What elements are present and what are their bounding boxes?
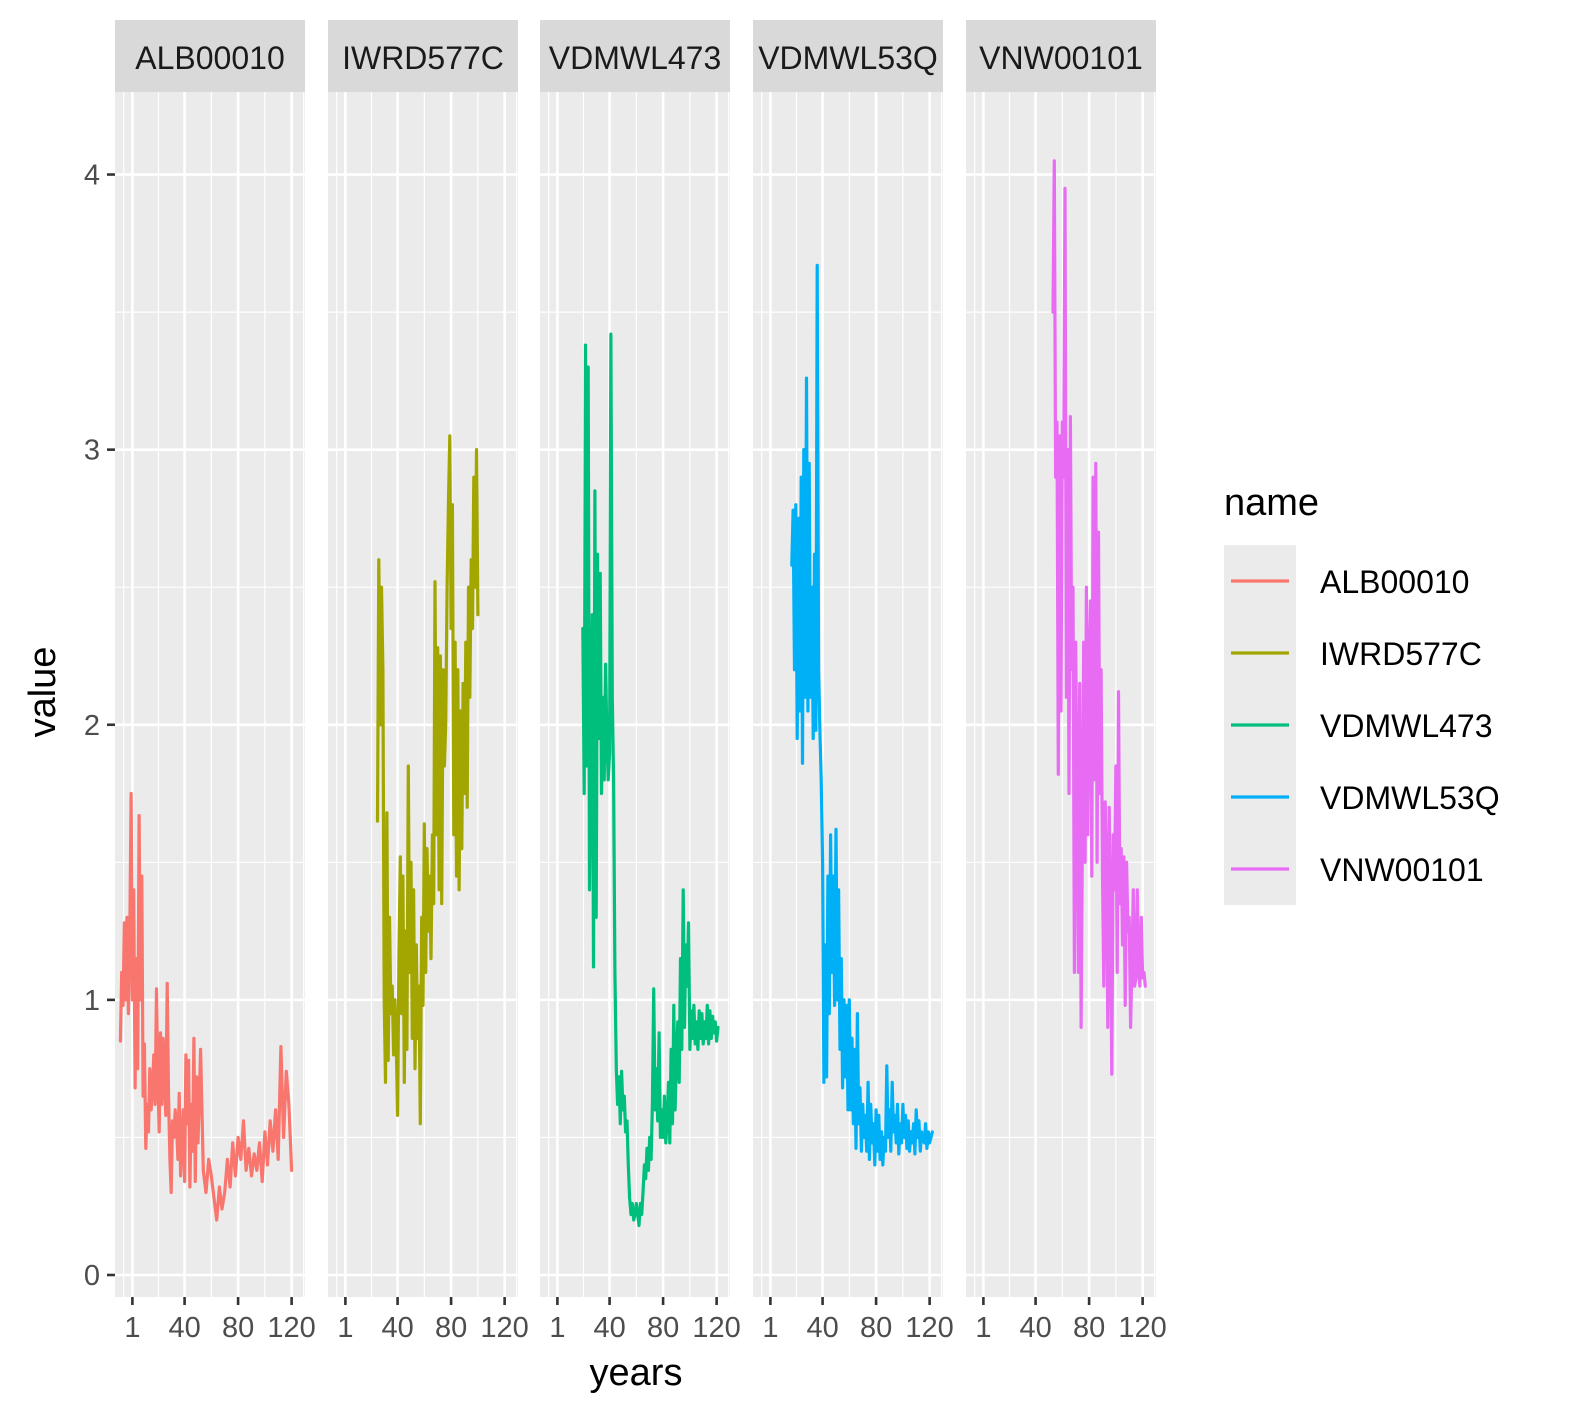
legend-item: ALB00010	[1224, 545, 1469, 617]
x-tick-label: 1	[549, 1312, 565, 1344]
legend: name ALB00010 IWRD577C VDMWL473 VDMWL53Q VNW0…	[1224, 482, 1500, 905]
legend-item: VDMWL53Q	[1224, 761, 1500, 833]
facet-strip-label: VDMWL53Q	[758, 40, 938, 76]
y-tick-label: 4	[84, 160, 100, 192]
legend-title: name	[1224, 482, 1319, 524]
y-tick-label: 3	[84, 435, 100, 467]
y-tick-label: 0	[84, 1260, 100, 1292]
x-tick-label: 120	[480, 1312, 528, 1344]
x-tick-label: 80	[860, 1312, 892, 1344]
facet-panel: ALB00010 1 40 80 120	[115, 20, 316, 1344]
legend-label: VDMWL473	[1320, 708, 1493, 744]
x-tick-label: 80	[1073, 1312, 1105, 1344]
legend-label: VNW00101	[1320, 852, 1484, 888]
y-axis: 0 1 2 3 4	[84, 160, 115, 1292]
x-tick-label: 1	[762, 1312, 778, 1344]
x-tick-label: 40	[381, 1312, 413, 1344]
facet-strip	[540, 20, 730, 92]
x-tick-label: 1	[975, 1312, 991, 1344]
legend-item: VDMWL473	[1224, 689, 1493, 761]
facet-strip	[966, 20, 1156, 92]
x-tick-label: 80	[222, 1312, 254, 1344]
facet-strip-label: ALB00010	[135, 40, 284, 76]
series-line	[118, 791, 294, 1222]
panel-background	[540, 92, 730, 1297]
facet-strip	[115, 20, 305, 92]
legend-item: VNW00101	[1224, 833, 1484, 905]
x-tick-label: 120	[267, 1312, 315, 1344]
facet-strip-label: VDMWL473	[549, 40, 722, 76]
series-line	[1051, 159, 1147, 1076]
facet-panel: VDMWL53Q 1 40 80 120	[753, 20, 954, 1344]
facet-strip-label: VNW00101	[979, 40, 1143, 76]
facet-strip-label: IWRD577C	[342, 40, 504, 76]
legend-label: VDMWL53Q	[1320, 780, 1500, 816]
series-line	[581, 332, 720, 1228]
legend-item: IWRD577C	[1224, 617, 1482, 689]
x-tick-label: 80	[647, 1312, 679, 1344]
y-tick-label: 1	[84, 985, 100, 1017]
x-tick-label: 1	[124, 1312, 140, 1344]
facet-strip	[753, 20, 943, 92]
y-axis-title: value	[22, 647, 64, 738]
x-axis-title: years	[590, 1352, 683, 1394]
x-tick-label: 1	[337, 1312, 353, 1344]
facet-panel: VNW00101 1 40 80 120	[966, 20, 1167, 1344]
panel-background	[328, 92, 518, 1297]
x-tick-label: 80	[435, 1312, 467, 1344]
x-tick-label: 120	[905, 1312, 953, 1344]
x-tick-label: 120	[692, 1312, 740, 1344]
series-line	[375, 434, 480, 1126]
series-line	[790, 263, 934, 1167]
x-tick-label: 40	[806, 1312, 838, 1344]
y-tick-label: 2	[84, 710, 100, 742]
x-tick-label: 40	[168, 1312, 200, 1344]
facet-panel: IWRD577C 1 40 80 120	[328, 20, 529, 1344]
facet-panel: VDMWL473 1 40 80 120	[540, 20, 741, 1344]
x-tick-label: 40	[593, 1312, 625, 1344]
facet-strip	[328, 20, 518, 92]
x-tick-label: 40	[1019, 1312, 1051, 1344]
legend-label: IWRD577C	[1320, 636, 1482, 672]
x-tick-label: 120	[1118, 1312, 1166, 1344]
legend-label: ALB00010	[1320, 564, 1469, 600]
